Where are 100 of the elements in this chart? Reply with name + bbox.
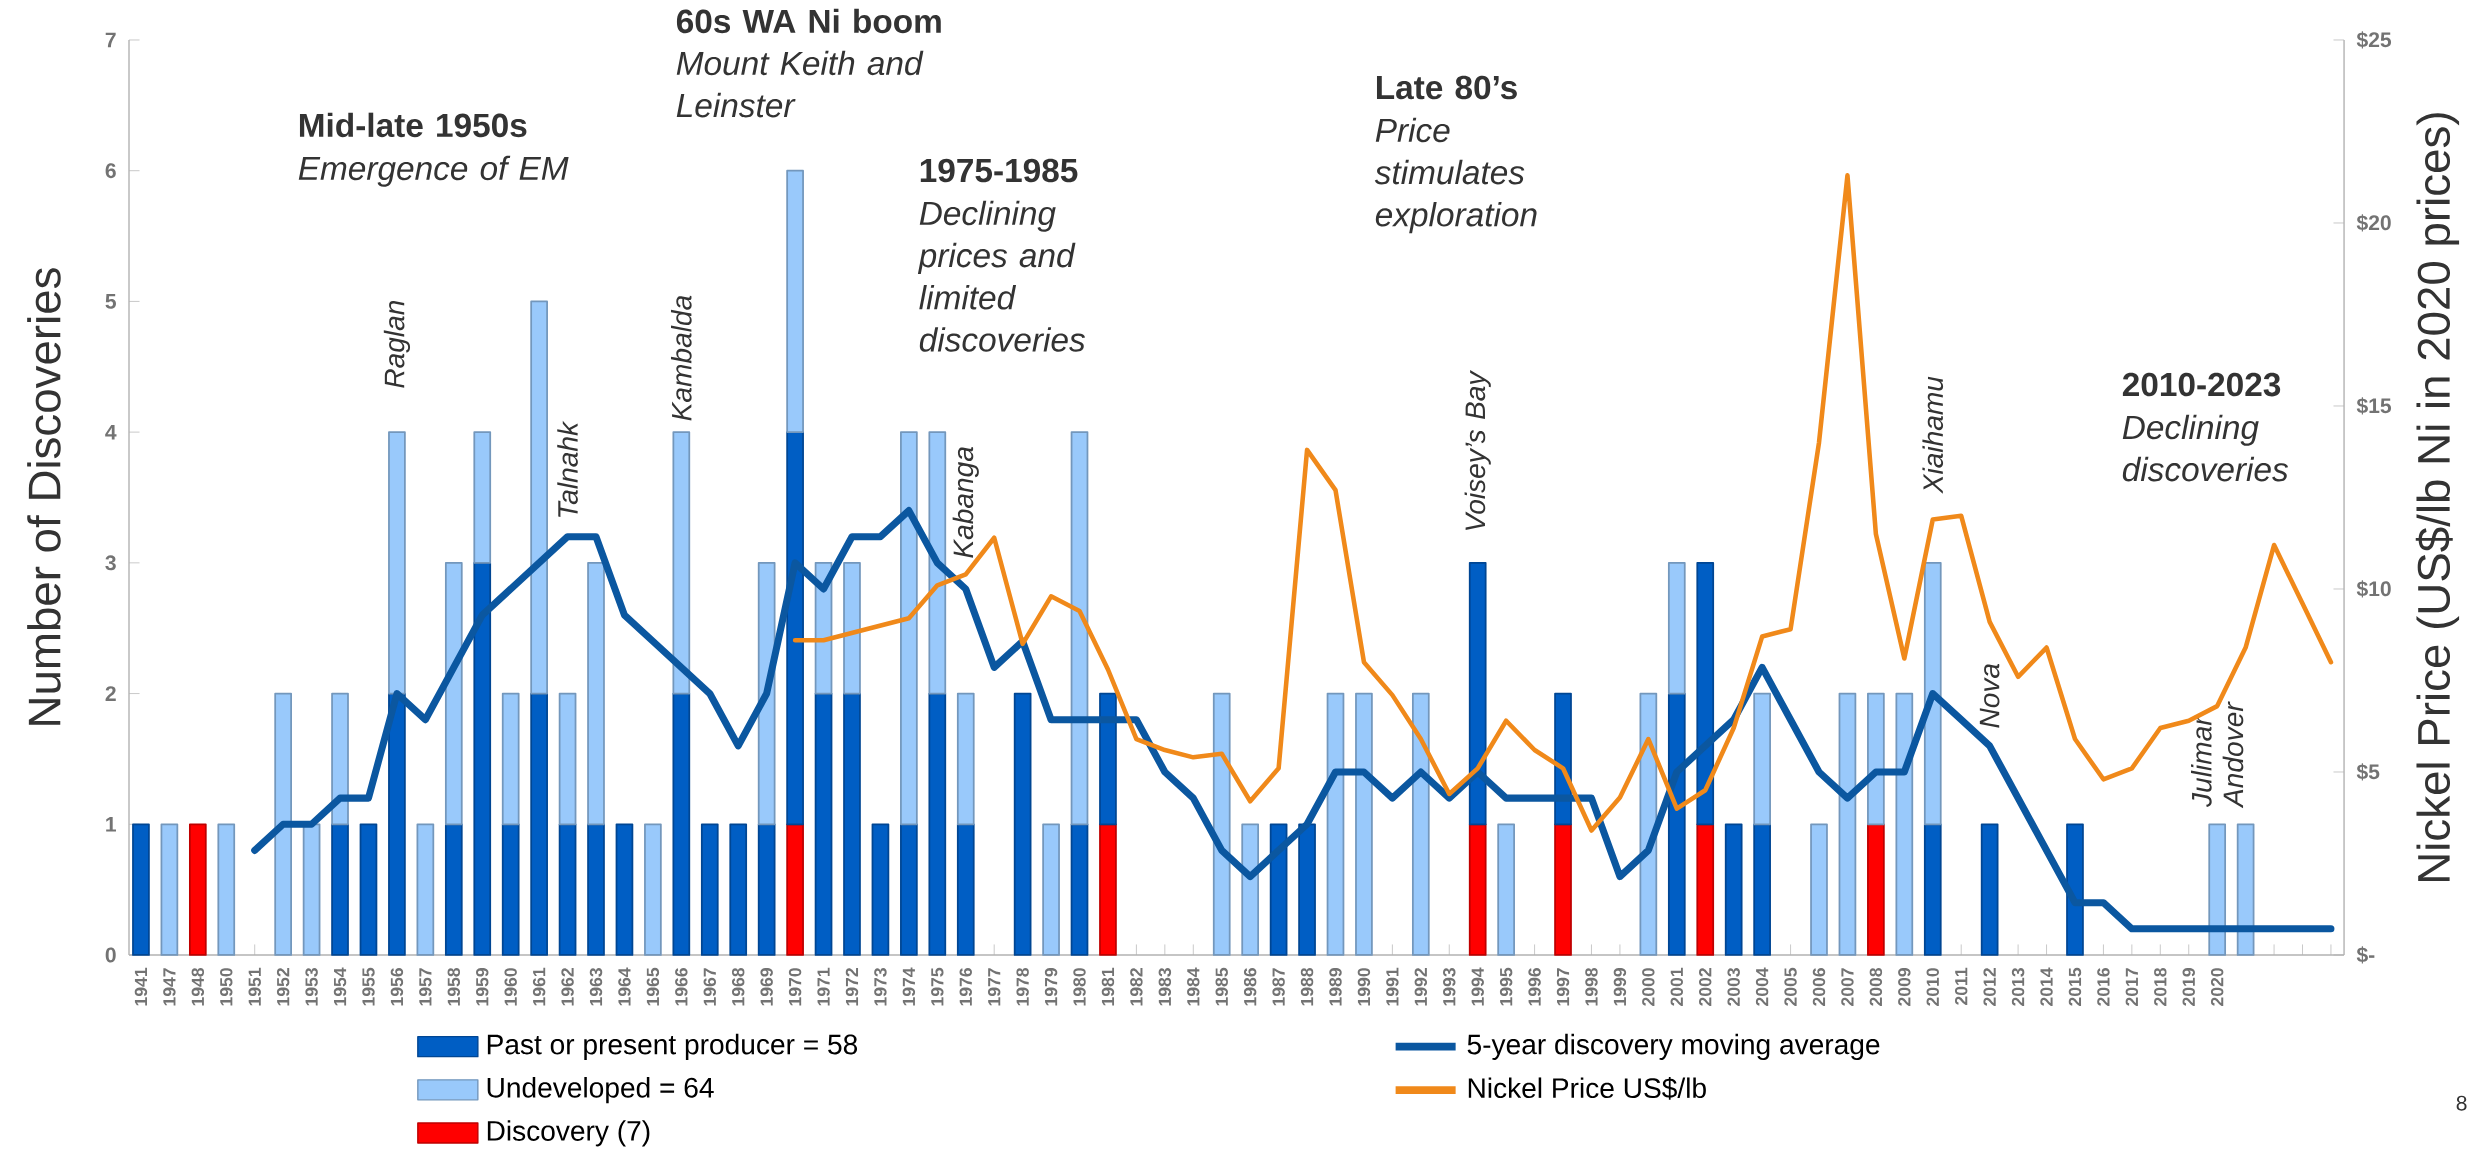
bar <box>1269 823 1288 956</box>
x-tick-label: 1970 <box>788 968 802 1006</box>
x-tick-label: 1987 <box>1272 968 1285 1006</box>
bar <box>644 823 662 956</box>
x-tick-label: 1960 <box>504 968 517 1006</box>
y2-tick-label: $10 <box>2356 580 2391 598</box>
bar <box>786 431 804 826</box>
bar <box>2236 823 2255 956</box>
x-tick-label: 1976 <box>959 968 972 1006</box>
bar <box>1070 823 1089 956</box>
bar <box>274 692 292 956</box>
y2-tick-label: $20 <box>2356 214 2391 232</box>
bar <box>1980 823 1999 956</box>
bar <box>1013 692 1032 956</box>
bar <box>1355 692 1373 956</box>
x-tick-label: 1984 <box>1187 967 1200 1006</box>
bar <box>615 823 634 956</box>
bar <box>217 823 236 956</box>
x-tick-label: 1956 <box>390 968 404 1006</box>
bar <box>558 823 577 956</box>
bar <box>1838 692 1857 956</box>
x-tick-label: 1986 <box>1243 968 1257 1006</box>
y-tick-label: 3 <box>105 555 116 571</box>
legend-label: Discovery (7) <box>487 1120 650 1147</box>
bar <box>1667 561 1686 695</box>
x-tick-label: 2011 <box>1954 967 1968 1005</box>
x-tick-label: 1963 <box>589 968 603 1006</box>
x-tick-label: 1966 <box>675 968 688 1006</box>
y2-axis-title: Nickel Price (US$/lb Ni in 2020 prices) <box>2415 113 2460 881</box>
x-tick-label: 1989 <box>1329 968 1342 1006</box>
x-tick-label: 2007 <box>1841 968 1854 1006</box>
y-tick-label: 4 <box>105 424 117 440</box>
annotation: 1975-1985 <box>920 158 1078 183</box>
y-axis-title: Number of Discoveries <box>27 268 61 725</box>
x-tick-label: 1961 <box>532 967 546 1006</box>
annotation: Raglan <box>383 300 411 388</box>
y-tick-label: 0 <box>105 947 116 963</box>
x-tick-label: 1958 <box>447 967 461 1006</box>
annotation: Mid-late 1950s <box>299 112 527 138</box>
x-tick-label: 2000 <box>1642 968 1655 1006</box>
bar <box>416 823 435 956</box>
x-tick-label: 1992 <box>1414 968 1428 1006</box>
annotation: Declining discoveries <box>2122 414 2289 482</box>
x-tick-label: 2019 <box>2182 968 2195 1006</box>
x-tick-label: 2008 <box>1869 967 1883 1006</box>
x-tick-label: 1971 <box>817 967 830 1006</box>
bar <box>1554 823 1572 956</box>
annotation: Xiaihamu <box>1922 376 1944 494</box>
x-tick-label: 2002 <box>1698 968 1712 1006</box>
x-tick-label: 1995 <box>1499 967 1513 1006</box>
x-tick-label: 1968 <box>731 967 745 1006</box>
x-tick-label: 1959 <box>476 968 489 1006</box>
bar <box>956 823 975 956</box>
x-tick-label: 1991 <box>1386 967 1399 1006</box>
annotation: Kambalda <box>670 295 692 421</box>
x-tick-label: 1988 <box>1300 967 1314 1006</box>
x-tick-label: 2015 <box>2068 967 2082 1006</box>
x-tick-label: 1993 <box>1443 968 1456 1006</box>
x-tick-label: 1977 <box>987 968 1001 1006</box>
bar <box>1042 823 1060 956</box>
x-tick-label: 2005 <box>1784 967 1797 1006</box>
bar <box>444 561 463 826</box>
bar <box>729 823 748 956</box>
text: 60s WA Ni boom <box>676 8 941 34</box>
bar <box>1298 823 1316 956</box>
y-tick-label: 1 <box>106 817 116 832</box>
bar <box>2066 823 2084 956</box>
bar <box>1667 692 1686 956</box>
x-tick-label: 2016 <box>2097 968 2110 1006</box>
text: 8 <box>2456 1095 2467 1111</box>
bar <box>1099 692 1117 826</box>
x-tick-label: 2013 <box>2011 968 2025 1006</box>
bar <box>672 431 691 695</box>
bar <box>900 823 918 956</box>
x-tick-label: 1990 <box>1357 968 1371 1006</box>
bar <box>1696 561 1715 826</box>
x-tick-label: 2003 <box>1727 968 1740 1006</box>
y2-tick-label: $- <box>2356 946 2375 964</box>
y-tick-label: 5 <box>105 294 116 309</box>
x-tick-label: 2004 <box>1755 967 1769 1006</box>
bar <box>1468 823 1487 956</box>
bar <box>1724 823 1743 956</box>
x-tick-label: 1998 <box>1585 967 1598 1006</box>
x-tick-label: 1955 <box>362 967 375 1006</box>
x-tick-label: 1947 <box>163 968 176 1006</box>
bar <box>1099 823 1117 956</box>
annotation: Voisey’s Bay <box>1464 370 1491 531</box>
x-tick-label: 2001 <box>1670 967 1684 1006</box>
bar <box>302 823 321 956</box>
bar <box>1923 561 1942 826</box>
annotation: Late 80’s <box>1376 75 1517 100</box>
x-tick-label: 2010 <box>1926 968 1939 1006</box>
x-tick-label: 1985 <box>1215 967 1228 1006</box>
x-tick-label: 1996 <box>1528 968 1541 1006</box>
x-tick-label: 1979 <box>1044 968 1058 1006</box>
bar <box>359 823 378 956</box>
x-tick-label: 1953 <box>305 968 318 1006</box>
annotation: Talnahk <box>557 420 578 517</box>
bar <box>1497 823 1515 956</box>
x-tick-label: 1973 <box>874 968 887 1006</box>
